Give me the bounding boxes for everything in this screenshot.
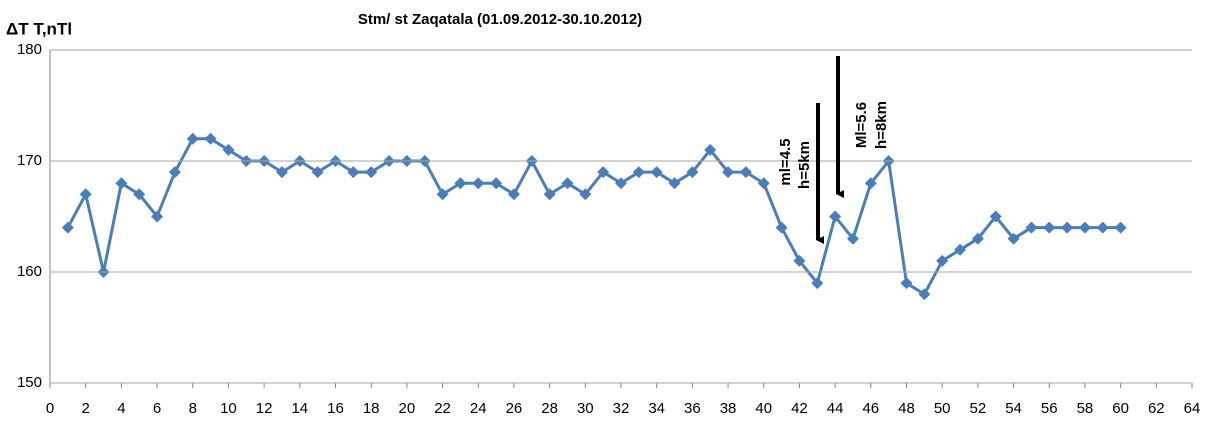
annotation: h=5km — [796, 141, 813, 189]
marker — [811, 277, 824, 290]
marker — [632, 166, 645, 179]
x-tick-label: 40 — [755, 400, 772, 417]
marker — [936, 254, 949, 267]
annotation: Ml=5.6 — [853, 102, 870, 148]
marker — [722, 166, 735, 179]
marker — [186, 132, 199, 145]
annotation: h=8km — [873, 101, 890, 149]
x-tick-label: 36 — [684, 400, 701, 417]
marker — [436, 188, 449, 201]
marker — [561, 177, 574, 190]
x-tick-label: 20 — [399, 400, 416, 417]
marker — [668, 177, 681, 190]
x-tick-label: 4 — [117, 400, 125, 417]
marker — [757, 177, 770, 190]
chart-title: Stm/ st Zaqatala (01.09.2012-30.10.2012) — [358, 11, 642, 28]
marker — [543, 188, 556, 201]
x-tick-label: 64 — [1184, 400, 1201, 417]
y-tick-label: 160 — [17, 263, 42, 280]
x-tick-label: 26 — [506, 400, 523, 417]
x-tick-label: 2 — [82, 400, 90, 417]
marker — [454, 177, 467, 190]
marker — [686, 166, 699, 179]
marker — [490, 177, 503, 190]
annotation: ml=4.5 — [777, 138, 794, 185]
series — [61, 132, 1127, 301]
marker — [61, 221, 74, 234]
x-tick-label: 16 — [327, 400, 344, 417]
marker — [989, 210, 1002, 223]
marker — [864, 177, 877, 190]
marker — [1043, 221, 1056, 234]
x-tick-label: 44 — [827, 400, 844, 417]
marker — [1061, 221, 1074, 234]
x-tick-label: 28 — [541, 400, 558, 417]
x-tick-label: 12 — [256, 400, 273, 417]
marker — [1025, 221, 1038, 234]
marker — [615, 177, 627, 190]
x-tick-label: 58 — [1077, 400, 1094, 417]
x-tick-label: 0 — [46, 400, 54, 417]
marker — [918, 288, 931, 301]
line — [66, 137, 1121, 297]
x-tick-label: 30 — [577, 400, 594, 417]
marker — [775, 221, 788, 234]
marker — [365, 166, 378, 179]
marker — [829, 210, 842, 223]
x-tick-label: 46 — [862, 400, 879, 417]
marker — [311, 166, 324, 179]
marker — [168, 166, 181, 179]
marker — [222, 143, 235, 156]
y-tick-label: 170 — [17, 152, 42, 169]
y-axis-label: ΔT T,nTl — [6, 19, 72, 38]
x-tick-label: 56 — [1041, 400, 1058, 417]
x-tick-label: 60 — [1112, 400, 1129, 417]
marker — [900, 277, 913, 290]
x-tick-label: 14 — [291, 400, 308, 417]
marker — [579, 188, 592, 201]
x-tick-label: 34 — [648, 400, 665, 417]
marker — [275, 166, 288, 179]
x-tick-label: 42 — [791, 400, 808, 417]
x-tick-label: 10 — [220, 400, 237, 417]
x-tick-label: 50 — [934, 400, 951, 417]
marker — [793, 254, 806, 267]
x-tick-label: 32 — [613, 400, 630, 417]
marker — [79, 188, 92, 201]
x-tick-label: 18 — [363, 400, 380, 417]
marker — [347, 166, 360, 179]
marker — [507, 188, 520, 201]
marker — [204, 132, 217, 145]
marker — [1078, 221, 1091, 234]
marker — [1114, 221, 1127, 234]
x-tick-label: 38 — [720, 400, 737, 417]
marker — [115, 177, 128, 190]
y-tick-label: 150 — [17, 374, 42, 391]
marker — [597, 166, 610, 179]
marker — [704, 143, 717, 156]
marker — [971, 232, 984, 245]
y-tick-label: 180 — [17, 41, 42, 58]
x-tick-label: 22 — [434, 400, 451, 417]
x-tick-label: 48 — [898, 400, 915, 417]
x-tick-label: 8 — [189, 400, 197, 417]
marker — [1007, 232, 1020, 245]
marker — [846, 232, 859, 245]
marker — [133, 188, 146, 201]
marker — [472, 177, 485, 190]
x-tick-label: 54 — [1005, 400, 1022, 417]
marker — [954, 243, 967, 256]
marker — [650, 166, 663, 179]
marker — [151, 210, 164, 223]
x-tick-label: 6 — [153, 400, 161, 417]
marker — [1096, 221, 1109, 234]
x-tick-label: 52 — [970, 400, 987, 417]
marker — [739, 166, 752, 179]
x-tick-label: 24 — [470, 400, 487, 417]
x-tick-label: 62 — [1148, 400, 1165, 417]
